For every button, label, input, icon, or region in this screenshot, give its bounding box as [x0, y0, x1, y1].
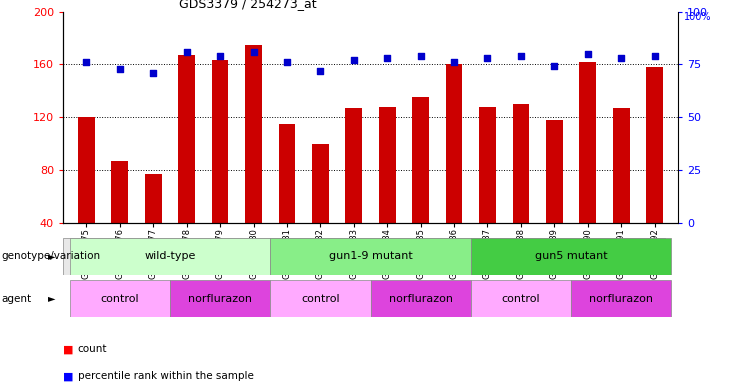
Bar	[513, 104, 529, 276]
Bar	[479, 106, 496, 276]
Point	[448, 59, 460, 65]
Bar	[170, 280, 270, 317]
Point	[281, 59, 293, 65]
Point	[615, 55, 627, 61]
Text: gun5 mutant: gun5 mutant	[535, 251, 608, 262]
Bar	[145, 174, 162, 276]
Text: gun1-9 mutant: gun1-9 mutant	[328, 251, 413, 262]
Bar	[412, 97, 429, 276]
Point	[482, 55, 494, 61]
Point	[314, 68, 326, 74]
Text: norflurazon: norflurazon	[188, 293, 252, 304]
Bar	[546, 120, 562, 276]
Point	[247, 48, 259, 55]
Point	[582, 51, 594, 57]
Text: norflurazon: norflurazon	[589, 293, 654, 304]
Bar	[245, 45, 262, 276]
Point	[147, 70, 159, 76]
Point	[114, 65, 126, 71]
Bar	[646, 67, 663, 276]
Text: control: control	[101, 293, 139, 304]
Point	[382, 55, 393, 61]
Point	[648, 53, 660, 59]
Text: genotype/variation: genotype/variation	[1, 251, 101, 262]
Bar	[445, 64, 462, 276]
Bar	[345, 108, 362, 276]
Bar	[111, 161, 128, 276]
Text: ►: ►	[48, 293, 56, 304]
Text: agent: agent	[1, 293, 32, 304]
Text: wild-type: wild-type	[144, 251, 196, 262]
Bar	[70, 280, 170, 317]
Point	[415, 53, 427, 59]
Bar	[370, 280, 471, 317]
Title: GDS3379 / 254273_at: GDS3379 / 254273_at	[179, 0, 316, 10]
Text: norflurazon: norflurazon	[388, 293, 453, 304]
Text: ■: ■	[63, 344, 73, 354]
Bar	[613, 108, 630, 276]
Bar	[571, 280, 671, 317]
Bar	[70, 238, 270, 275]
Bar	[471, 280, 571, 317]
Bar	[279, 124, 296, 276]
Bar	[471, 238, 671, 275]
Point	[548, 63, 560, 70]
Text: percentile rank within the sample: percentile rank within the sample	[78, 371, 253, 381]
Text: ■: ■	[63, 371, 73, 381]
Bar	[78, 117, 95, 276]
Text: count: count	[78, 344, 107, 354]
Point	[214, 53, 226, 59]
Text: control: control	[301, 293, 339, 304]
Point	[515, 53, 527, 59]
Bar	[212, 60, 228, 276]
Bar	[270, 238, 471, 275]
Bar	[312, 144, 329, 276]
Bar	[579, 62, 596, 276]
Text: 100%: 100%	[684, 12, 711, 22]
Point	[348, 57, 359, 63]
Point	[181, 48, 193, 55]
Bar	[379, 106, 396, 276]
Text: ►: ►	[48, 251, 56, 262]
Text: control: control	[502, 293, 540, 304]
Point	[81, 59, 93, 65]
Bar	[270, 280, 370, 317]
Bar	[179, 55, 195, 276]
